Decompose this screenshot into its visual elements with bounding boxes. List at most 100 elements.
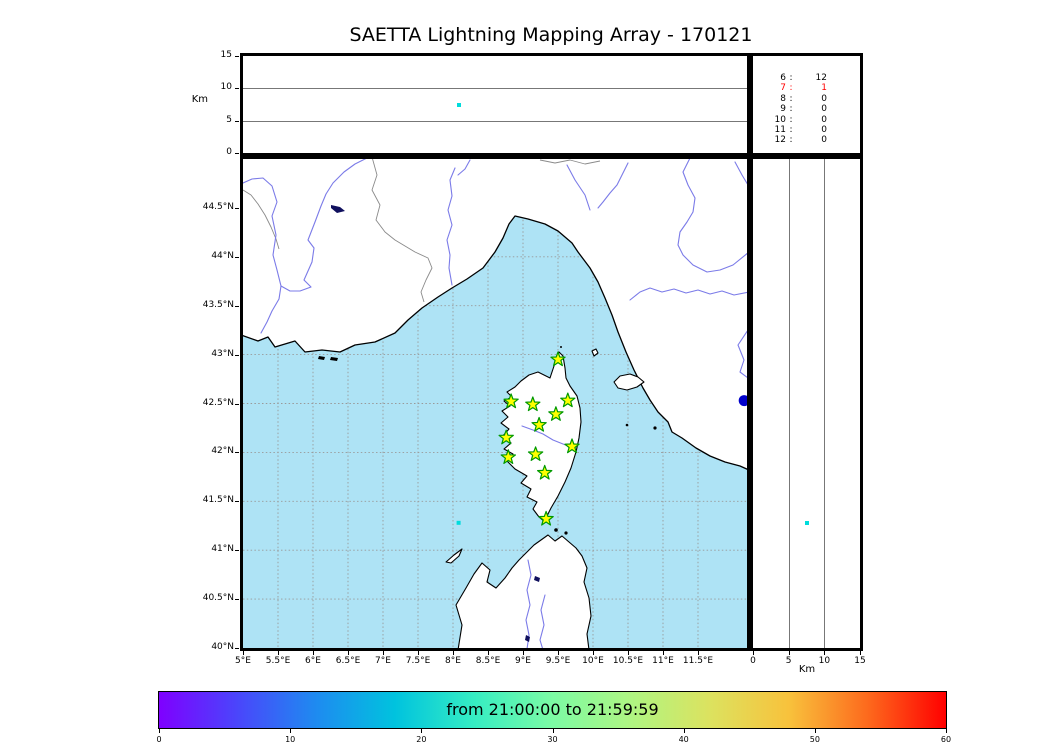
colorbar-tick-label: 60 <box>940 735 952 744</box>
colorbar-tick <box>683 729 685 733</box>
alt-axis-tick <box>235 56 239 57</box>
maddalena-island <box>554 528 558 532</box>
stats-row: 9: 0 <box>753 104 860 114</box>
river <box>243 177 282 334</box>
lat-tick <box>235 305 239 307</box>
colorbar-label: from 21:00:00 to 21:59:59 <box>446 700 659 719</box>
colorbar-tick-label: 0 <box>156 735 162 744</box>
river <box>525 559 532 648</box>
montecristo-island <box>625 423 629 427</box>
lon-tick-label: 6.5°E <box>335 656 361 666</box>
river <box>677 159 747 273</box>
lake <box>525 635 530 642</box>
colorbar-tick <box>290 729 292 733</box>
lat-tick-label: 44°N <box>211 250 234 261</box>
station-star <box>500 449 516 464</box>
lat-tick <box>235 501 239 503</box>
lon-tick <box>278 651 279 655</box>
altitude-latitude-panel <box>750 156 863 651</box>
hyeres-islet <box>318 356 325 360</box>
river <box>457 159 471 176</box>
stats-colon: : <box>789 93 793 104</box>
stats-colon: : <box>789 104 793 115</box>
river <box>597 162 629 209</box>
hourly-stats-panel: 6:12 7:1 8:0 9:0 10:0 11:0 12:0 <box>750 53 863 156</box>
altitude-axis-label-top: Km <box>191 94 208 105</box>
lat-tick <box>235 207 239 209</box>
stats-value: 1 <box>821 83 827 94</box>
stats-row: 6: 12 <box>753 73 860 83</box>
river <box>566 164 591 211</box>
colorbar-tick-label: 50 <box>809 735 820 744</box>
lon-tick-label: 10.5°E <box>612 656 644 666</box>
lon-tick-label: 6°E <box>305 656 321 666</box>
lat-tick-label: 43.5°N <box>202 299 234 310</box>
lat-tick <box>235 452 239 454</box>
alt-axis-tick <box>788 651 790 655</box>
lightning-source-large <box>738 395 747 407</box>
station-star <box>498 429 514 445</box>
country-border <box>243 189 280 250</box>
lat-tick <box>235 599 239 601</box>
lon-tick <box>698 651 699 655</box>
lat-tick-label: 41.5°N <box>202 495 234 506</box>
colorbar-tick-label: 40 <box>678 735 689 744</box>
maddalena-island <box>564 531 568 535</box>
station-star <box>503 393 519 409</box>
map <box>243 159 747 648</box>
lon-tick <box>383 651 384 655</box>
stats-value: 0 <box>821 93 827 104</box>
colorbar-gradient <box>159 692 946 728</box>
lon-tick-label: 11°E <box>652 656 674 666</box>
lon-tick-label: 10°E <box>582 656 604 666</box>
altitude-gridline <box>243 88 747 90</box>
elba-island <box>613 373 645 391</box>
lat-tick-label: 40.5°N <box>202 593 234 604</box>
lon-tick <box>453 651 454 655</box>
station-star <box>548 406 564 421</box>
stats-row: 10: 0 <box>753 115 860 125</box>
mainland-coastline <box>243 215 747 470</box>
lon-tick-label: 9°E <box>515 656 531 666</box>
lon-tick-label: 11.5°E <box>682 656 714 666</box>
station-star <box>564 438 580 454</box>
lightning-source <box>456 520 461 525</box>
altitude-longitude-panel <box>240 53 750 156</box>
stats-hour: 8 <box>780 93 786 104</box>
alt-axis-tick <box>235 88 239 90</box>
lat-tick-label: 41°N <box>211 544 234 555</box>
alt-axis-tick-label: 0 <box>226 147 232 157</box>
alt-axis-tick-label: 0 <box>750 656 756 666</box>
stats-hour: 10 <box>774 114 786 125</box>
colorbar-tick <box>946 729 947 733</box>
lon-tick <box>558 651 559 655</box>
colorbar-tick <box>814 729 816 733</box>
stats-value: 0 <box>821 104 827 115</box>
station-star <box>527 446 544 461</box>
alt-axis-tick <box>235 120 239 122</box>
stats-value: 0 <box>821 114 827 125</box>
colorbar-tick-label: 30 <box>547 735 558 744</box>
lightning-source <box>804 520 809 525</box>
lightning-sources-layer <box>456 395 747 525</box>
alt-axis-tick-label: 5 <box>226 114 232 125</box>
capraia-island <box>591 348 599 357</box>
lat-tick <box>235 354 239 356</box>
stats-hour: 6 <box>780 73 786 83</box>
lat-tick <box>235 550 239 552</box>
lon-tick-label: 7°E <box>375 656 391 666</box>
lon-tick <box>523 651 524 655</box>
lon-tick <box>663 651 664 655</box>
colorbar-tick-label: 10 <box>285 735 296 744</box>
colorbar-tick <box>421 729 423 733</box>
lake-serre-poncon <box>331 205 345 213</box>
stats-row: 12: 0 <box>753 135 860 145</box>
river <box>280 159 367 292</box>
country-border <box>539 159 601 165</box>
stats-colon: : <box>789 125 793 135</box>
stats-colon: : <box>789 114 793 125</box>
colorbar-tick <box>552 729 554 733</box>
stats-row: 8: 0 <box>753 94 860 104</box>
river <box>446 167 456 286</box>
